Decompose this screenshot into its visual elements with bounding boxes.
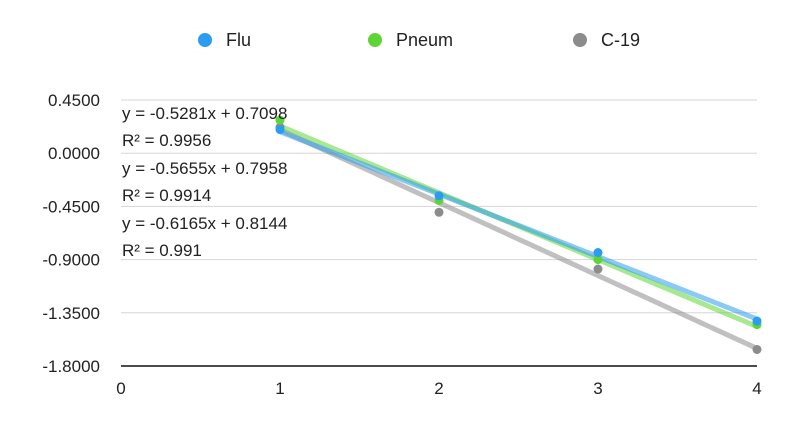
r2-pneum: R² = 0.9914 — [122, 186, 211, 205]
equation-flu: y = -0.5281x + 0.7098 — [122, 104, 287, 123]
data-point-c19 — [752, 344, 762, 354]
x-tick-label: 3 — [593, 379, 602, 398]
legend-label-c19: C-19 — [601, 29, 641, 50]
y-tick-label: -0.4500 — [42, 197, 100, 216]
y-tick-label: -1.8000 — [42, 357, 100, 376]
x-tick-label: 4 — [752, 379, 761, 398]
r2-c19: R² = 0.991 — [122, 241, 202, 260]
legend-item-pneum[interactable]: Pneum — [368, 22, 453, 58]
y-tick-label: 0.4500 — [48, 91, 100, 110]
data-point-c19 — [434, 207, 444, 217]
legend-label-flu: Flu — [226, 29, 252, 50]
data-point-flu — [593, 248, 603, 258]
data-point-pneum — [593, 255, 603, 265]
data-point-flu — [275, 125, 285, 135]
r2-flu: R² = 0.9956 — [122, 131, 211, 150]
data-point-flu — [752, 316, 762, 326]
y-axis-ticks: 0.4500 0.0000 -0.4500 -0.9000 -1.3500 -1.8000 — [42, 91, 100, 376]
x-tick-label: 0 — [116, 379, 125, 398]
trendline-equations: y = -0.5281x + 0.7098 R² = 0.9956 y = -0… — [122, 104, 287, 260]
y-tick-label: -1.3500 — [42, 304, 100, 323]
x-tick-label: 2 — [434, 379, 443, 398]
y-tick-label: -0.9000 — [42, 251, 100, 270]
trendline-flu — [277, 129, 760, 322]
x-tick-label: 1 — [275, 379, 284, 398]
legend-swatch-flu — [198, 33, 212, 47]
data-point-flu — [434, 191, 444, 201]
equation-pneum: y = -0.5655x + 0.7958 — [122, 159, 287, 178]
legend-label-pneum: Pneum — [396, 29, 454, 50]
trendline-c19 — [277, 127, 760, 351]
legend-item-flu[interactable]: Flu — [198, 22, 251, 58]
data-point-pneum — [275, 115, 285, 125]
y-tick-label: 0.0000 — [48, 144, 100, 163]
legend-item-c19[interactable]: C-19 — [573, 22, 640, 58]
data-points — [275, 115, 762, 354]
trendlines — [277, 123, 760, 351]
data-point-c19 — [593, 264, 603, 274]
equation-c19: y = -0.6165x + 0.8144 — [122, 214, 287, 233]
x-axis-ticks: 0 1 2 3 4 — [116, 379, 761, 398]
legend-swatch-pneum — [368, 33, 382, 47]
gridlines — [121, 99, 757, 367]
legend-swatch-c19 — [573, 33, 587, 47]
legend: Flu Pneum C-19 — [0, 22, 800, 58]
